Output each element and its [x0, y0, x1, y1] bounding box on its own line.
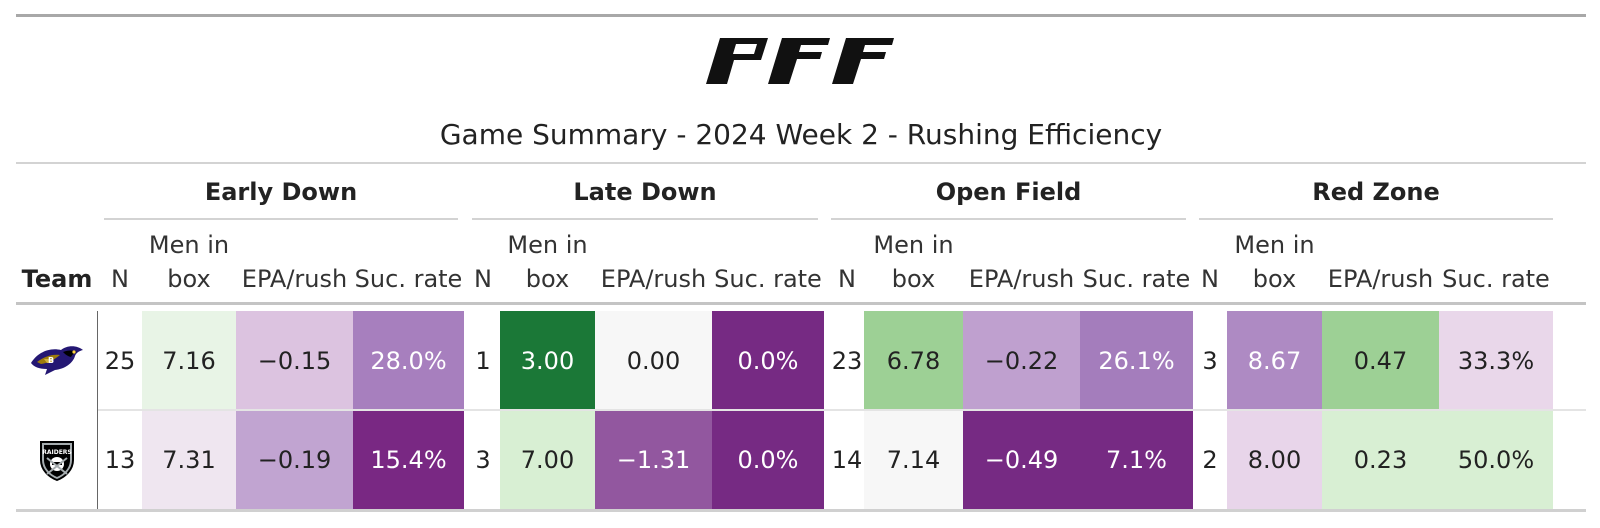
table-cell: 33.3% — [1439, 311, 1553, 410]
col-header-open-field-n: N — [838, 265, 856, 293]
col-header-open-field-epa: EPA/rush — [968, 265, 1075, 293]
table-cell: 0.23 — [1322, 410, 1439, 509]
table-cell: −1.31 — [595, 410, 712, 509]
group-rule — [831, 218, 1186, 220]
pff-logo-icon — [706, 38, 894, 84]
table-cell: 7.31 — [142, 410, 236, 509]
table-cell: 50.0% — [1439, 410, 1553, 509]
group-rule — [104, 218, 458, 220]
team-cell: B — [16, 311, 98, 410]
table-cell: 26.1% — [1080, 311, 1193, 410]
table-cell: 7.00 — [500, 410, 595, 509]
pff-logo — [706, 38, 894, 84]
table-cell: −0.19 — [236, 410, 353, 509]
col-header-late-down-n: N — [474, 265, 492, 293]
table-cell: 25 — [98, 311, 142, 410]
table-cell: 23 — [830, 311, 864, 410]
bottom-rule — [16, 509, 1586, 512]
table-cell: −0.22 — [963, 311, 1080, 410]
table-cell: −0.15 — [236, 311, 353, 410]
table-cell: −0.49 — [963, 410, 1080, 509]
table-cell: 15.4% — [353, 410, 464, 509]
team-column-separator — [97, 311, 98, 510]
col-header-red-zone-epa: EPA/rush — [1327, 265, 1434, 293]
col-header-early-down-suc: Suc. rate — [354, 265, 463, 293]
col-header-late-down-epa: EPA/rush — [600, 265, 707, 293]
col-header-early-down-epa: EPA/rush — [241, 265, 348, 293]
col-header-red-zone-suc: Suc. rate — [1442, 265, 1550, 293]
table-cell: 3.00 — [500, 311, 595, 410]
col-header-red-zone-men-in-box-line2: box — [1252, 265, 1297, 293]
col-header-late-down-men-in-box-line2: box — [525, 265, 570, 293]
group-red-zone: Red Zone — [1312, 178, 1440, 206]
group-rule — [472, 218, 818, 220]
table-cell: 3 — [1193, 311, 1227, 410]
table-cell: 13 — [98, 410, 142, 509]
table-cell: 7.16 — [142, 311, 236, 410]
table-cell: 6.78 — [864, 311, 963, 410]
svg-text:RAIDERS: RAIDERS — [42, 449, 72, 456]
table-cell: 14 — [830, 410, 864, 509]
group-open-field: Open Field — [935, 178, 1082, 206]
table-cell: 0.47 — [1322, 311, 1439, 410]
group-early-down: Early Down — [204, 178, 358, 206]
team-cell: RAIDERS — [16, 410, 98, 509]
table-cell: 28.0% — [353, 311, 464, 410]
col-header-late-down-suc: Suc. rate — [714, 265, 822, 293]
col-header-open-field-suc: Suc. rate — [1082, 265, 1191, 293]
table-cell: 3 — [466, 410, 500, 509]
col-header-late-down-men-in-box-line1: Men in — [507, 231, 588, 259]
table-cell: 2 — [1193, 410, 1227, 509]
table-cell: 1 — [466, 311, 500, 410]
svg-text:B: B — [48, 356, 54, 365]
table-cell: 7.1% — [1080, 410, 1193, 509]
col-header-early-down-men-in-box-line1: Men in — [148, 231, 230, 259]
team-column-header: Team — [21, 265, 93, 293]
table-cell: 7.14 — [864, 410, 963, 509]
top-rule — [16, 14, 1586, 17]
title-divider — [16, 162, 1586, 164]
col-header-red-zone-men-in-box-line1: Men in — [1234, 231, 1315, 259]
raiders-logo-icon: RAIDERS — [40, 440, 74, 481]
row-separator — [98, 409, 1586, 411]
ravens-logo-icon: B — [31, 345, 83, 375]
group-late-down: Late Down — [573, 178, 717, 206]
col-header-red-zone-n: N — [1201, 265, 1219, 293]
table-cell: 8.67 — [1227, 311, 1322, 410]
group-rule — [1199, 218, 1553, 220]
table-cell: 8.00 — [1227, 410, 1322, 509]
table-cell: 0.0% — [712, 410, 824, 509]
table-title: Game Summary - 2024 Week 2 - Rushing Eff… — [439, 118, 1163, 151]
table-cell: 0.00 — [595, 311, 712, 410]
col-header-open-field-men-in-box-line2: box — [891, 265, 936, 293]
col-header-early-down-n: N — [111, 265, 129, 293]
col-header-early-down-men-in-box-line2: box — [167, 265, 211, 293]
col-header-open-field-men-in-box-line1: Men in — [873, 231, 954, 259]
table-cell: 0.0% — [712, 311, 824, 410]
header-divider — [16, 302, 1586, 305]
